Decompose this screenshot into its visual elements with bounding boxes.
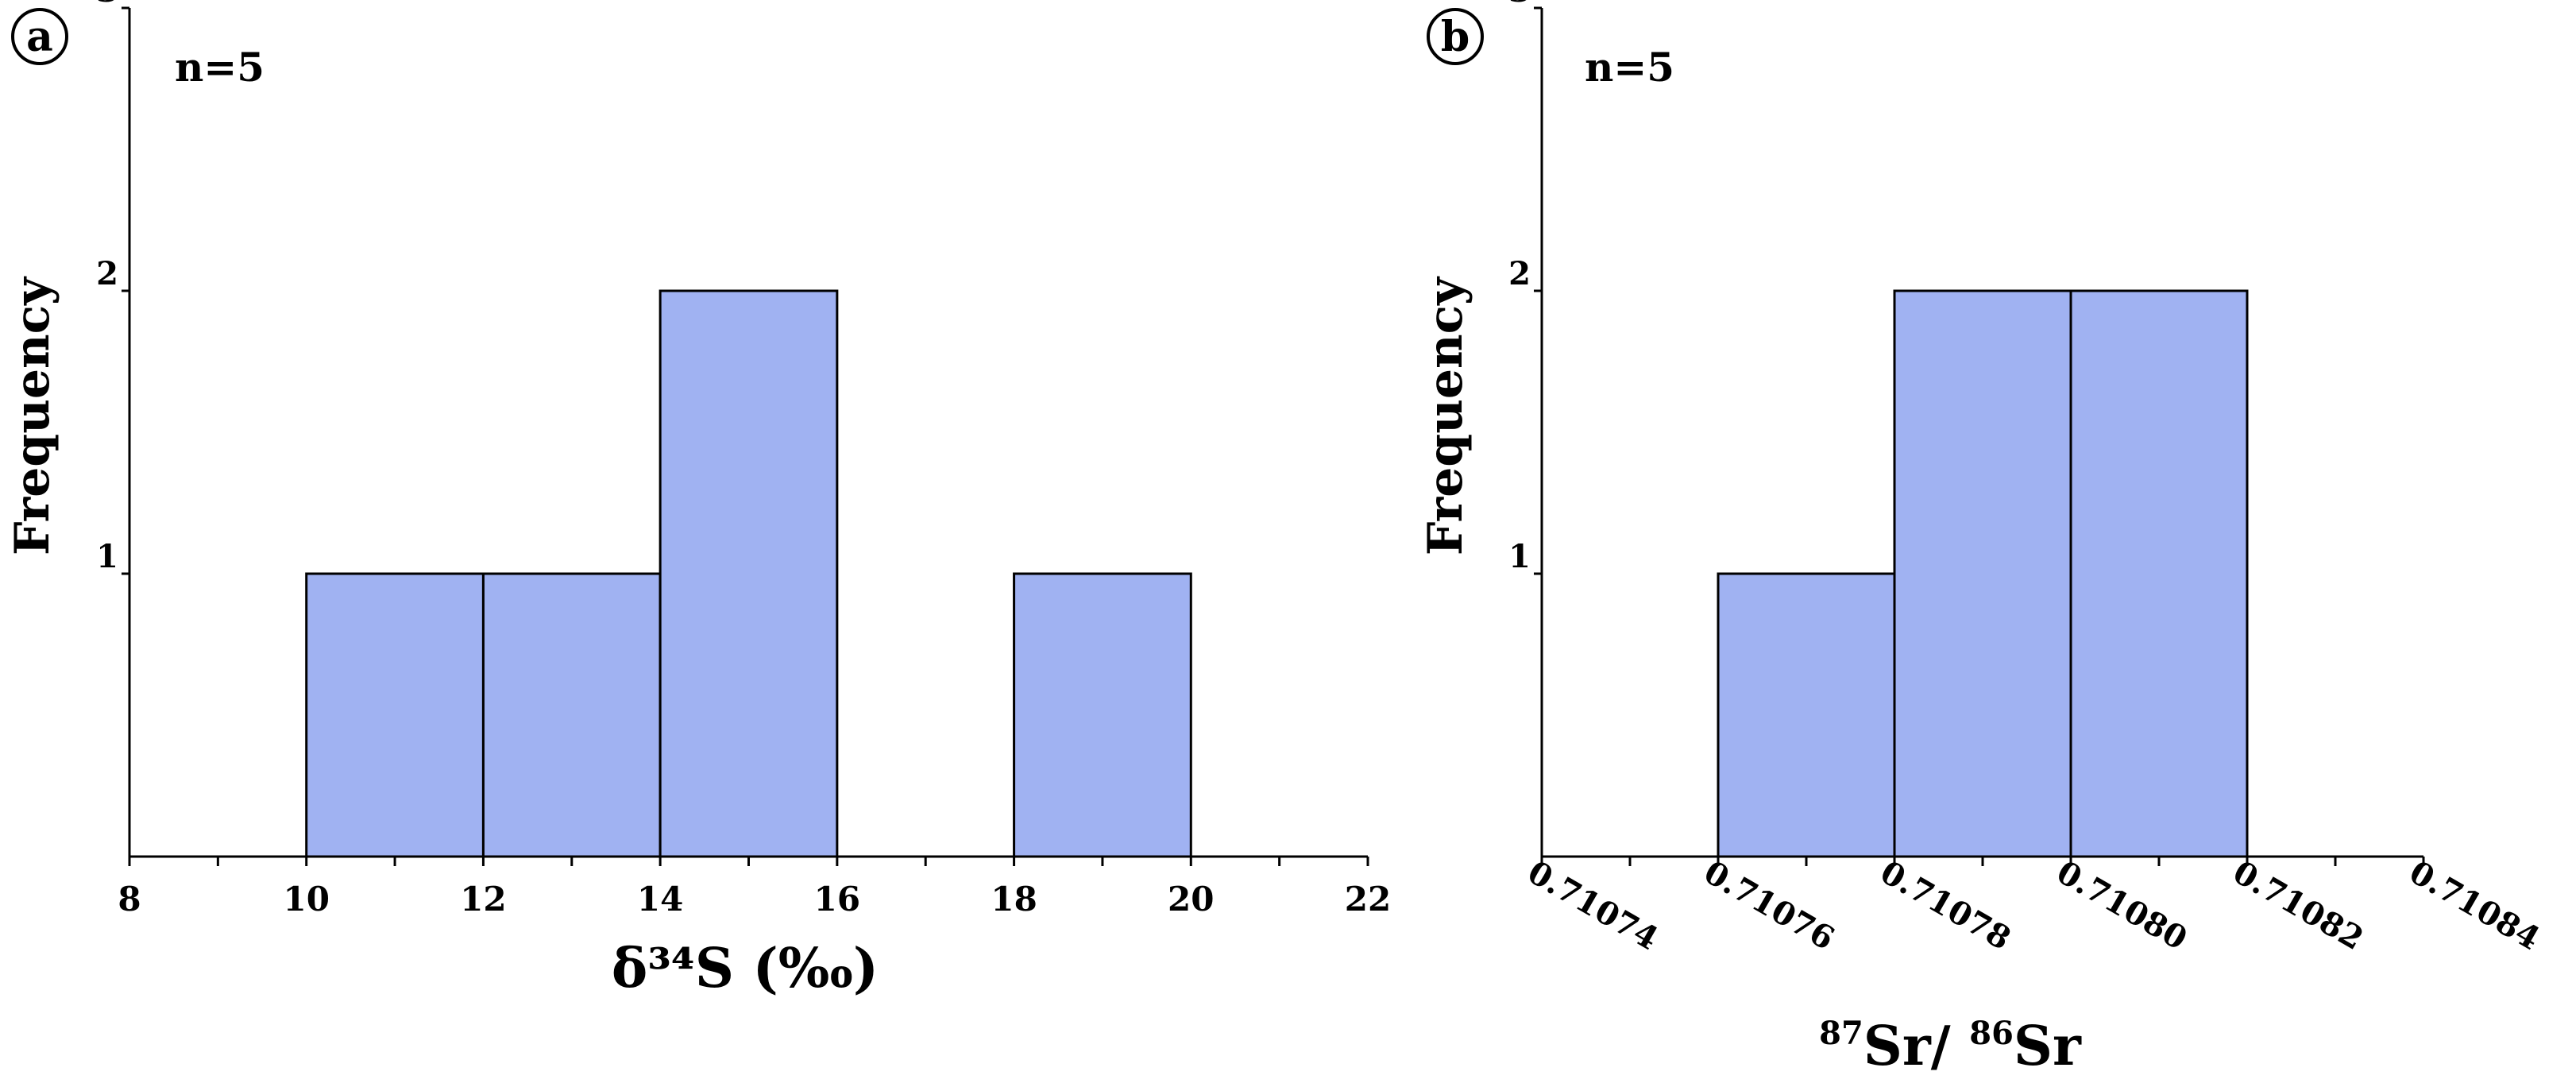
b-bar-1 [1893, 289, 2072, 858]
a-x-tick-label-6: 20 [1168, 880, 1214, 919]
b-y-tick-label-2: 2 [1508, 255, 1531, 292]
a-bar-0 [305, 572, 485, 858]
b-y-tick-label-3: 3 [1508, 0, 1531, 10]
a-x-tick-label-4: 16 [814, 880, 860, 919]
a-bar-1 [481, 572, 662, 858]
b-bar-0 [1717, 572, 1896, 858]
panel-b-x-label-isotope-87: 87 [1819, 1015, 1863, 1052]
a-y-tick-label-2: 2 [96, 255, 118, 292]
a-x-tick-label-1: 10 [283, 880, 329, 919]
panel-b-label-circle [1427, 8, 1484, 65]
b-x-tick-label-2: 0.71078 [1874, 853, 2017, 957]
b-x-tick-label-4: 0.71082 [2226, 853, 2369, 957]
b-x-tick-label-3: 0.71080 [2050, 853, 2193, 957]
a-y-tick-label-1: 1 [96, 538, 118, 575]
panel-a-label: a [26, 13, 53, 61]
b-bar-2 [2069, 289, 2249, 858]
a-bar-3 [1013, 572, 1192, 858]
panel-b-y-axis-label: Frequency [1418, 276, 1473, 555]
a-y-tick-label-3: 3 [96, 0, 118, 10]
b-x-tick-label-5: 0.71084 [2403, 853, 2546, 957]
a-x-tick-label-3: 14 [637, 880, 683, 919]
panel-b-strontium-ratio-histogram: b n=5 1 2 3 0.71074 0.71076 0.71078 0.71080 0.… [1418, 0, 2546, 1078]
b-x-tick-label-0: 0.71074 [1521, 853, 1664, 957]
panel-a-y-axis-label: Frequency [5, 276, 60, 555]
panel-b-label: b [1441, 13, 1470, 61]
panel-a-label-circle [11, 8, 68, 65]
a-x-tick-label-5: 18 [991, 880, 1037, 919]
a-bar-2 [658, 289, 839, 858]
panel-b-x-label-isotope-86: 86 [1969, 1015, 2014, 1052]
panel-b-x-label-sr-slash: Sr/ [1863, 1015, 1969, 1078]
a-x-tick-label-7: 22 [1345, 880, 1391, 919]
panel-b-x-label-sr: Sr [2014, 1015, 2082, 1078]
panel-b-x-axis-label: 87Sr/ 86Sr [1819, 1015, 2082, 1078]
b-y-tick-label-1: 1 [1508, 538, 1531, 575]
panel-a-sample-count: n=5 [175, 44, 265, 91]
a-x-tick-label-0: 8 [118, 880, 141, 919]
panel-b-sample-count: n=5 [1585, 44, 1674, 91]
b-x-tick-label-1: 0.71076 [1697, 853, 1840, 957]
a-x-tick-label-2: 12 [460, 880, 506, 919]
panel-a-x-axis-label: δ³⁴S (‰) [612, 937, 879, 1000]
